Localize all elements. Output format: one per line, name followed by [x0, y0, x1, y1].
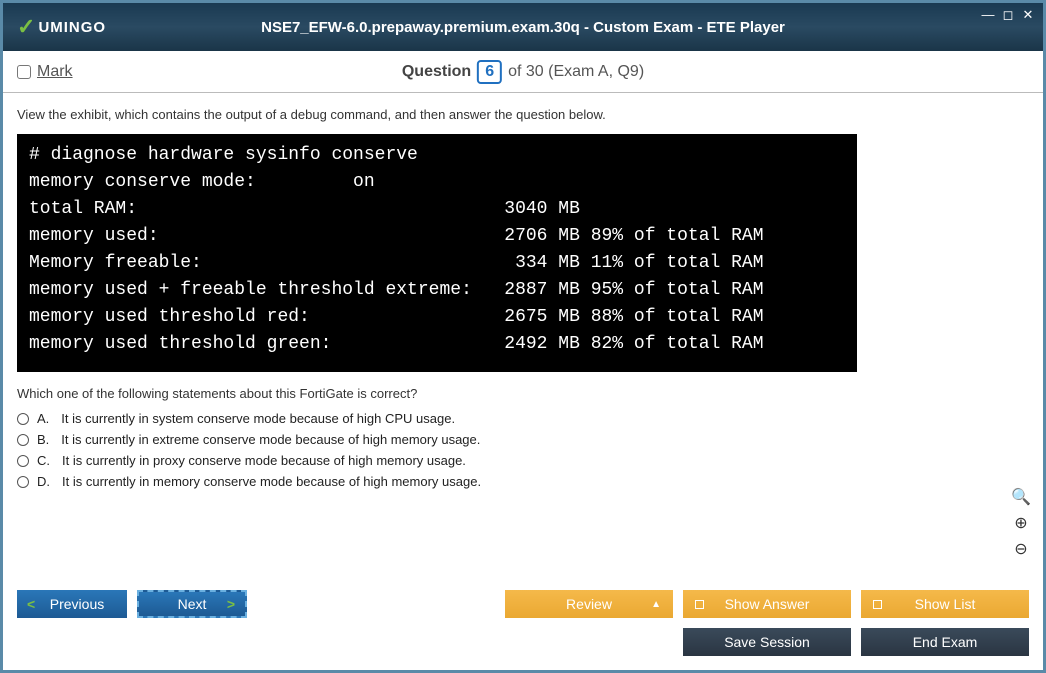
option-a[interactable]: A. It is currently in system conserve mo…	[17, 411, 1029, 426]
show-list-label: Show List	[915, 596, 976, 612]
radio-icon[interactable]	[17, 413, 29, 425]
option-text: It is currently in memory conserve mode …	[62, 474, 481, 489]
mark-checkbox-wrap[interactable]: Mark	[17, 63, 73, 81]
logo-text: UMINGO	[38, 19, 106, 36]
logo-check-icon: ✓	[17, 14, 36, 40]
option-letter: B.	[37, 432, 49, 447]
question-indicator: Question 6 of 30 (Exam A, Q9)	[402, 60, 644, 84]
terminal-exhibit: # diagnose hardware sysinfo conserve mem…	[17, 134, 857, 372]
footer: < Previous Next > Review ▲ Show Answer S…	[3, 580, 1043, 670]
save-session-label: Save Session	[724, 634, 810, 650]
option-letter: D.	[37, 474, 50, 489]
stop-icon	[695, 600, 704, 609]
option-letter: A.	[37, 411, 49, 426]
option-c[interactable]: C. It is currently in proxy conserve mod…	[17, 453, 1029, 468]
radio-icon[interactable]	[17, 434, 29, 446]
chevron-left-icon: <	[27, 596, 35, 612]
previous-button[interactable]: < Previous	[17, 590, 127, 618]
show-list-button[interactable]: Show List	[861, 590, 1029, 618]
option-text: It is currently in extreme conserve mode…	[61, 432, 480, 447]
option-letter: C.	[37, 453, 50, 468]
option-b[interactable]: B. It is currently in extreme conserve m…	[17, 432, 1029, 447]
minimize-icon[interactable]: —	[981, 7, 995, 23]
next-button[interactable]: Next >	[137, 590, 247, 618]
zoom-in-icon[interactable]: ⊕	[1011, 514, 1031, 534]
show-answer-label: Show Answer	[725, 596, 810, 612]
previous-label: Previous	[50, 596, 104, 612]
option-text: It is currently in system conserve mode …	[61, 411, 455, 426]
question-total: of 30 (Exam A, Q9)	[508, 63, 644, 81]
content-area: View the exhibit, which contains the out…	[3, 93, 1043, 580]
show-answer-button[interactable]: Show Answer	[683, 590, 851, 618]
app-logo: ✓ UMINGO	[17, 14, 106, 40]
mark-label: Mark	[37, 63, 73, 81]
title-bar: ✓ UMINGO NSE7_EFW-6.0.prepaway.premium.e…	[3, 3, 1043, 51]
radio-icon[interactable]	[17, 455, 29, 467]
window-controls: — ◻ ✕	[981, 7, 1035, 23]
end-exam-button[interactable]: End Exam	[861, 628, 1029, 656]
zoom-tools: 🔍 ⊕ ⊖	[1011, 488, 1031, 560]
window-title: NSE7_EFW-6.0.prepaway.premium.exam.30q -…	[261, 19, 785, 36]
stop-icon	[873, 600, 882, 609]
question-word: Question	[402, 63, 471, 81]
maximize-icon[interactable]: ◻	[1001, 7, 1015, 23]
app-window: ✓ UMINGO NSE7_EFW-6.0.prepaway.premium.e…	[0, 0, 1046, 673]
save-session-button[interactable]: Save Session	[683, 628, 851, 656]
search-icon[interactable]: 🔍	[1011, 488, 1031, 508]
triangle-up-icon: ▲	[651, 599, 661, 610]
review-label: Review	[566, 596, 612, 612]
mark-checkbox[interactable]	[17, 65, 31, 79]
chevron-right-icon: >	[227, 596, 235, 612]
end-exam-label: End Exam	[913, 634, 978, 650]
option-d[interactable]: D. It is currently in memory conserve mo…	[17, 474, 1029, 489]
next-label: Next	[178, 596, 207, 612]
close-icon[interactable]: ✕	[1021, 7, 1035, 23]
radio-icon[interactable]	[17, 476, 29, 488]
instruction-text: View the exhibit, which contains the out…	[17, 107, 1029, 122]
zoom-out-icon[interactable]: ⊖	[1011, 540, 1031, 560]
question-text: Which one of the following statements ab…	[17, 386, 1029, 401]
question-bar: Mark Question 6 of 30 (Exam A, Q9)	[3, 51, 1043, 93]
question-number: 6	[477, 60, 502, 84]
review-button[interactable]: Review ▲	[505, 590, 673, 618]
option-text: It is currently in proxy conserve mode b…	[62, 453, 466, 468]
